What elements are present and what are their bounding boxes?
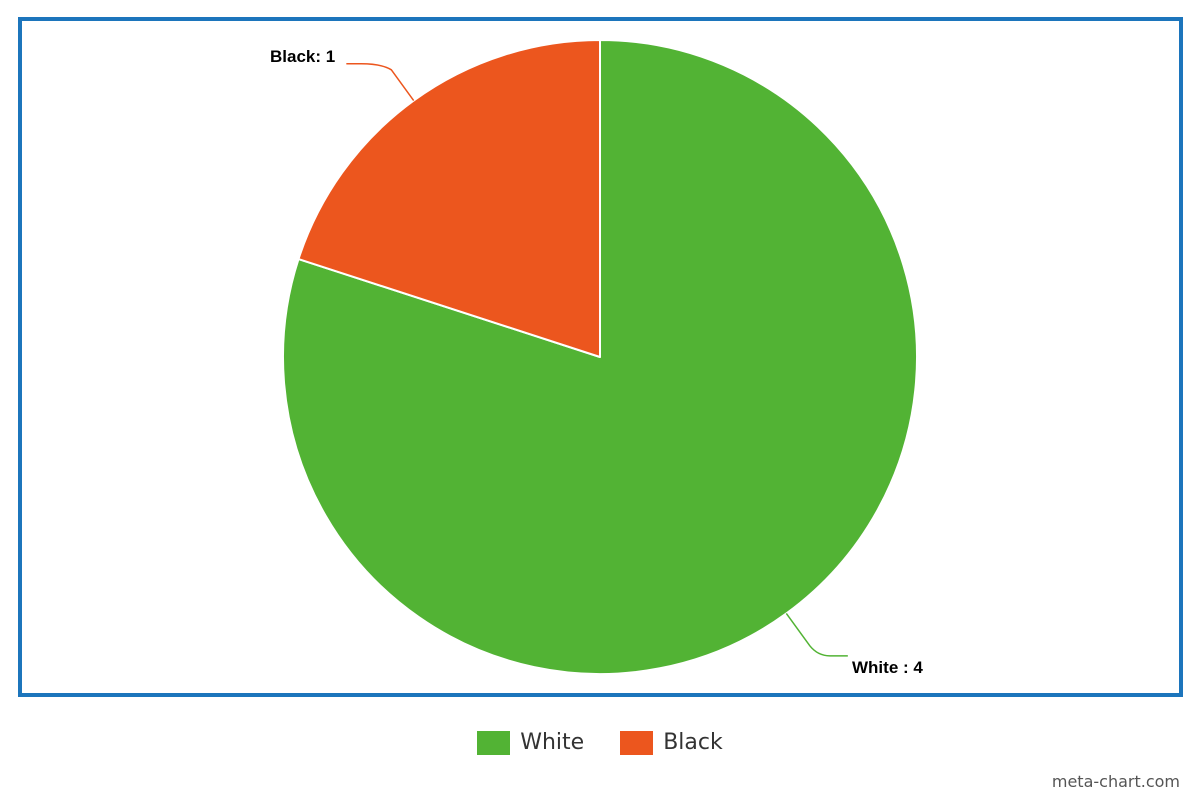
pie-slices [282, 39, 918, 675]
white-connector-line [785, 613, 848, 657]
credit-text[interactable]: meta-chart.com [1051, 772, 1180, 791]
black-connector-line [346, 63, 415, 101]
legend-item-white[interactable]: White [477, 730, 584, 755]
white-data-label: White : 4 [852, 658, 923, 677]
legend-swatch-black [620, 730, 654, 755]
pie-slice-black[interactable] [297, 39, 601, 358]
legend: White Black [0, 730, 1200, 755]
legend-item-black[interactable]: Black [620, 730, 723, 755]
black-data-label: Black: 1 [270, 47, 335, 66]
legend-label-white: White [520, 730, 585, 755]
legend-label-black: Black [663, 730, 723, 755]
legend-swatch-white [477, 730, 511, 755]
pie-data-labels: White : 4 Black: 1 [270, 47, 923, 677]
